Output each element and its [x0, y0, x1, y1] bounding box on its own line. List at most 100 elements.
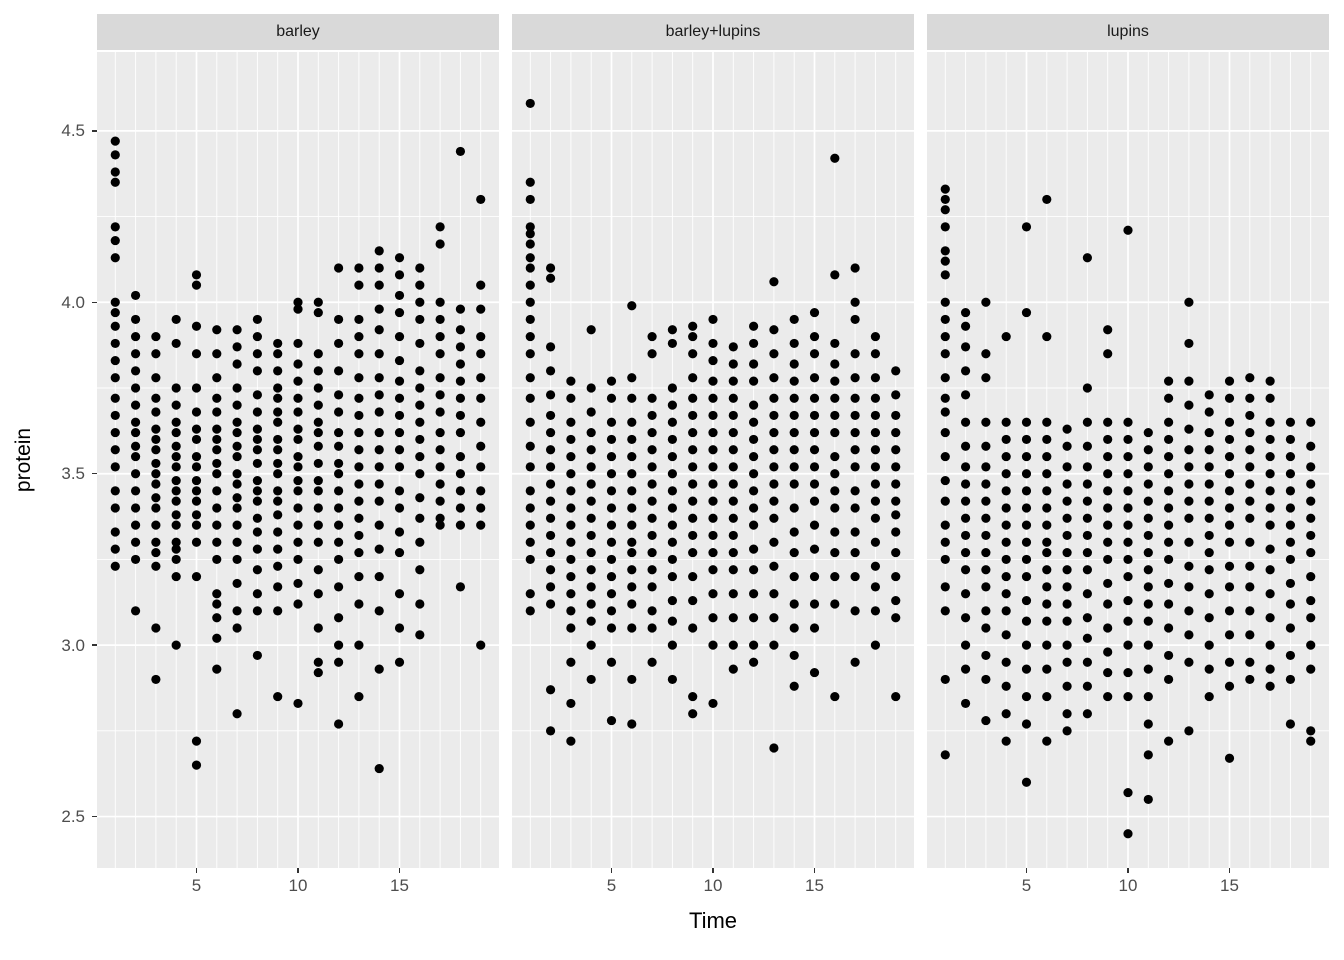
data-point [435, 222, 445, 232]
data-point [1245, 410, 1255, 421]
data-point [1062, 582, 1072, 592]
data-point [1306, 726, 1316, 736]
data-point [1285, 719, 1296, 729]
data-point [1285, 674, 1296, 685]
data-point [870, 496, 881, 506]
data-point [1245, 462, 1255, 472]
data-point [789, 547, 799, 558]
data-point [1123, 225, 1133, 235]
data-point [940, 606, 950, 616]
data-point [1245, 630, 1255, 640]
data-point [627, 393, 637, 403]
data-point [1306, 571, 1316, 582]
data-point [212, 407, 222, 417]
data-point [1184, 561, 1194, 571]
data-point [586, 462, 596, 472]
data-point [667, 571, 677, 582]
data-point [191, 537, 202, 547]
data-point [1042, 434, 1052, 445]
data-point [1021, 777, 1032, 787]
data-point [606, 657, 617, 667]
data-point [435, 239, 445, 249]
data-point [394, 376, 405, 386]
data-point [1164, 736, 1174, 746]
data-point [708, 393, 718, 403]
x-tick-mark [1025, 868, 1028, 873]
data-point [627, 301, 637, 311]
data-point [545, 390, 556, 400]
data-point [191, 510, 202, 520]
data-point [273, 434, 283, 445]
data-point [334, 314, 344, 325]
data-point [1143, 794, 1153, 805]
data-point [708, 496, 718, 506]
data-point [415, 417, 425, 427]
data-point [476, 373, 486, 383]
data-point [374, 280, 384, 290]
data-point [870, 582, 881, 592]
data-point [1164, 376, 1174, 386]
data-point [151, 349, 161, 359]
data-point [1224, 582, 1235, 592]
data-point [525, 462, 535, 472]
data-point [667, 616, 677, 626]
data-point [1103, 691, 1113, 702]
data-point [1001, 417, 1011, 427]
data-point [1184, 537, 1194, 547]
data-point [273, 383, 283, 393]
data-point [627, 503, 637, 513]
data-point [688, 393, 698, 403]
data-point [981, 530, 991, 541]
data-point [891, 462, 901, 472]
data-point [940, 373, 950, 383]
data-point [130, 606, 141, 616]
data-point [374, 390, 384, 400]
facet-label: lupins [1107, 23, 1149, 40]
data-point [354, 314, 364, 325]
data-point [354, 373, 364, 383]
data-point [374, 664, 384, 674]
data-point [749, 451, 759, 462]
data-point [789, 393, 799, 403]
data-point [1001, 537, 1011, 547]
data-point [1082, 547, 1092, 558]
data-point [1265, 544, 1275, 554]
data-point [1164, 520, 1174, 530]
data-point [394, 253, 405, 263]
data-point [1082, 530, 1092, 541]
data-point [830, 359, 840, 369]
data-point [830, 527, 840, 537]
data-point [252, 650, 262, 661]
data-point [1306, 640, 1316, 650]
data-point [293, 338, 303, 349]
data-point [728, 410, 738, 421]
data-point [1204, 640, 1214, 650]
data-point [525, 297, 535, 307]
data-point [252, 407, 262, 417]
data-point [273, 417, 283, 427]
data-point [749, 469, 759, 479]
data-point [940, 256, 950, 266]
data-point [688, 445, 698, 455]
data-point [252, 527, 262, 537]
data-point [1021, 486, 1032, 496]
data-point [1042, 537, 1052, 547]
data-point [1143, 445, 1153, 455]
data-point [545, 427, 556, 438]
data-point [525, 222, 535, 232]
data-point [728, 513, 738, 523]
data-point [1001, 554, 1011, 565]
data-point [1021, 520, 1032, 530]
data-point [435, 520, 445, 530]
data-point [252, 424, 262, 434]
data-point [749, 338, 759, 349]
data-point [545, 685, 556, 695]
data-point [1306, 664, 1316, 674]
facet-strip: lupins [927, 14, 1329, 50]
data-point [151, 547, 161, 558]
data-point [212, 589, 222, 599]
data-point [435, 373, 445, 383]
data-point [171, 427, 181, 438]
data-point [1103, 325, 1113, 335]
